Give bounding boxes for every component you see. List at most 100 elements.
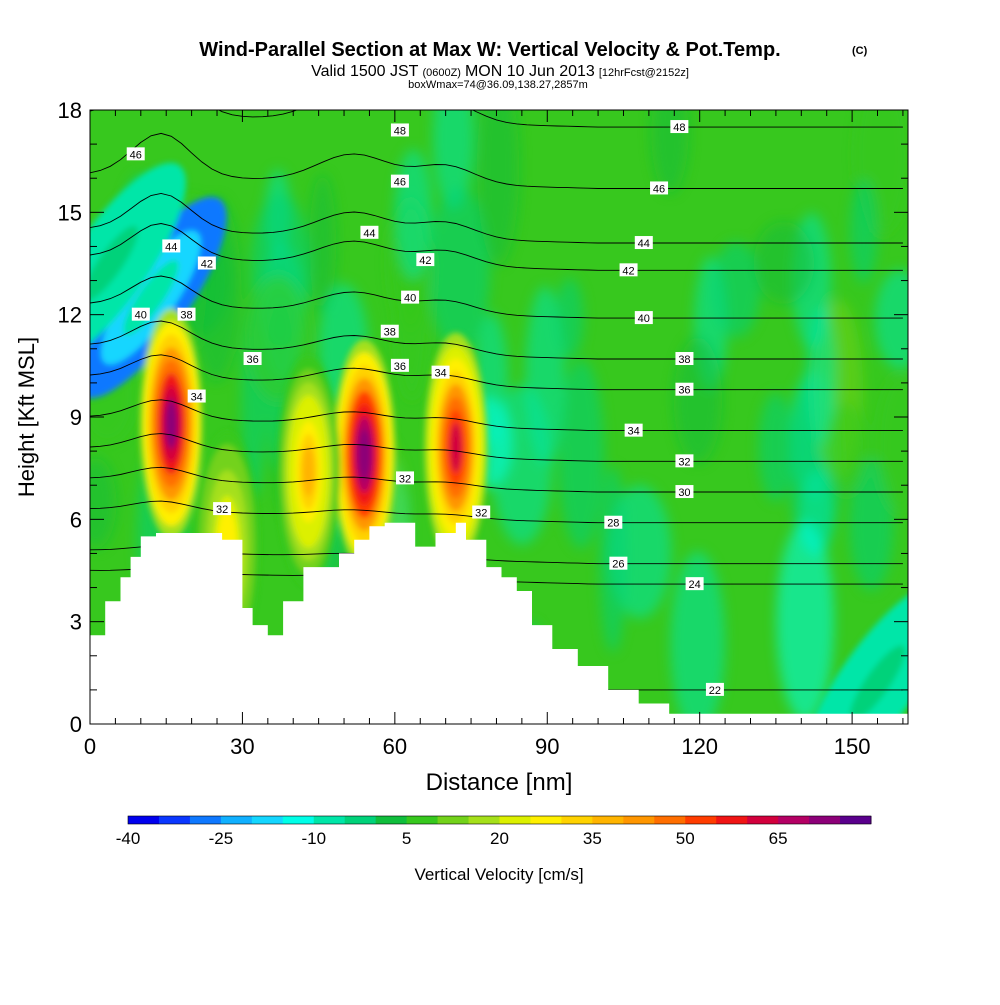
svg-text:44: 44 xyxy=(363,228,375,240)
theta-contour-line xyxy=(90,192,903,244)
svg-text:24: 24 xyxy=(688,579,700,591)
updraft-cell xyxy=(358,429,371,480)
weak-motion-patch xyxy=(806,305,837,445)
x-tick-label: 30 xyxy=(230,734,254,759)
theta-contour-label: 44 xyxy=(162,239,181,253)
svg-text:42: 42 xyxy=(201,259,213,271)
x-tick-label: 120 xyxy=(681,734,718,759)
colorbar-swatch xyxy=(747,816,779,824)
svg-text:46: 46 xyxy=(653,183,665,195)
colorbar-frame xyxy=(127,815,872,825)
svg-text:48: 48 xyxy=(394,125,406,137)
svg-text:32: 32 xyxy=(216,504,228,516)
svg-text:48: 48 xyxy=(673,122,685,134)
colorbar-swatch xyxy=(468,816,500,824)
colorbar-tick-label: 35 xyxy=(583,829,602,848)
y-tick-label: 0 xyxy=(70,712,82,737)
svg-text:46: 46 xyxy=(394,177,406,189)
colorbar-swatch xyxy=(128,816,160,824)
theta-contour-label: 42 xyxy=(619,263,638,277)
theta-contour-line xyxy=(90,132,903,189)
colorbar-swatch xyxy=(685,816,717,824)
theta-contour-line xyxy=(90,320,903,360)
colorbar-tick-label: 20 xyxy=(490,829,509,848)
svg-text:22: 22 xyxy=(709,685,721,697)
downdraft-cell xyxy=(90,226,138,301)
weak-motion-patch xyxy=(712,241,761,338)
svg-text:26: 26 xyxy=(612,559,624,571)
svg-text:40: 40 xyxy=(638,313,650,325)
svg-text:36: 36 xyxy=(678,385,690,397)
colorbar-swatch xyxy=(158,816,191,824)
weak-motion-patch xyxy=(850,178,878,284)
colorbar: -40 -25 -10 5 20 35 50 65 xyxy=(116,815,872,848)
theta-contour-label: 32 xyxy=(213,502,232,516)
colorbar-swatch xyxy=(406,816,439,824)
theta-contour-label: 22 xyxy=(705,682,724,697)
colorbar-swatch xyxy=(220,816,253,824)
theta-contour-label: 48 xyxy=(670,120,689,134)
box-wmax-subline: boxWmax=74@36.09,138.27,2857m xyxy=(408,79,588,91)
svg-text:44: 44 xyxy=(638,238,650,250)
svg-text:34: 34 xyxy=(434,368,446,380)
y-tick-label: 6 xyxy=(70,507,82,532)
colorbar-swatch xyxy=(282,816,315,824)
svg-text:46: 46 xyxy=(130,149,142,161)
colorbar-swatch xyxy=(654,816,686,824)
theta-contour-label: 30 xyxy=(675,485,694,499)
svg-text:38: 38 xyxy=(384,327,396,339)
weak-motion-patch xyxy=(825,402,868,493)
theta-contour-label: 42 xyxy=(416,253,435,267)
colorbar-tick-label: -40 xyxy=(116,829,141,848)
theta-contour-line xyxy=(90,110,903,128)
weak-motion-patch xyxy=(555,278,584,359)
weak-motion-patch xyxy=(776,521,835,722)
theta-contour-line xyxy=(90,354,903,391)
colorbar-swatch xyxy=(344,816,377,824)
theta-contour-label: 46 xyxy=(650,181,669,195)
theta-contour-label: 36 xyxy=(243,352,262,366)
plot-area: 22 24 26 28 30 32 34 36 38 40 42 44 46 48 46 44 42 40 38 36… xyxy=(90,110,908,724)
y-tick-label: 15 xyxy=(58,200,82,225)
weak-motion-patch xyxy=(309,174,337,315)
theta-contour-label: 32 xyxy=(396,471,415,485)
theta-contour-label: 34 xyxy=(624,423,643,438)
colorbar-swatch xyxy=(313,816,346,824)
colorbar-swatch xyxy=(530,816,562,824)
colorbar-tick-label: -10 xyxy=(301,829,326,848)
theta-contour-label: 32 xyxy=(675,454,694,468)
svg-text:44: 44 xyxy=(165,241,177,253)
theta-contour-labels: 22 24 26 28 30 32 34 36 38 40 42 44 46 48 46 44 42 40 38 36… xyxy=(126,120,724,697)
weak-motion-patch xyxy=(428,187,490,354)
theta-contour-label: 32 xyxy=(472,505,491,520)
colorbar-swatch xyxy=(716,816,748,824)
colorbar-swatch xyxy=(809,816,841,824)
svg-text:34: 34 xyxy=(191,392,203,404)
svg-text:38: 38 xyxy=(180,310,192,322)
weak-motion-patch xyxy=(874,269,908,370)
theta-contour-label: 46 xyxy=(126,147,145,161)
y-tick-label: 3 xyxy=(70,610,82,635)
theta-contour-label: 46 xyxy=(390,174,409,189)
weak-motion-patch xyxy=(670,551,726,724)
colorbar-swatch xyxy=(778,816,810,824)
theta-contour-label: 38 xyxy=(380,324,399,339)
theta-contour-label: 34 xyxy=(431,365,450,380)
weak-motion-patch xyxy=(247,275,310,402)
weak-motion-patch xyxy=(432,110,474,211)
svg-text:38: 38 xyxy=(678,354,690,366)
colorbar-swatch xyxy=(189,816,222,824)
theta-contour-line xyxy=(90,223,903,271)
weak-motion-patch xyxy=(90,457,117,549)
theta-contour-label: 38 xyxy=(177,307,196,322)
x-axis-label: Distance [nm] xyxy=(426,769,573,796)
weak-motion-patch xyxy=(673,337,723,464)
weak-motion-patch xyxy=(758,393,794,502)
theta-contour-label: 36 xyxy=(390,358,409,373)
y-tick-label: 12 xyxy=(58,303,82,328)
svg-text:32: 32 xyxy=(475,508,487,520)
weak-motion-patch xyxy=(525,286,565,466)
colorbar-tick-label: 50 xyxy=(676,829,695,848)
colorbar-swatch xyxy=(499,816,531,824)
